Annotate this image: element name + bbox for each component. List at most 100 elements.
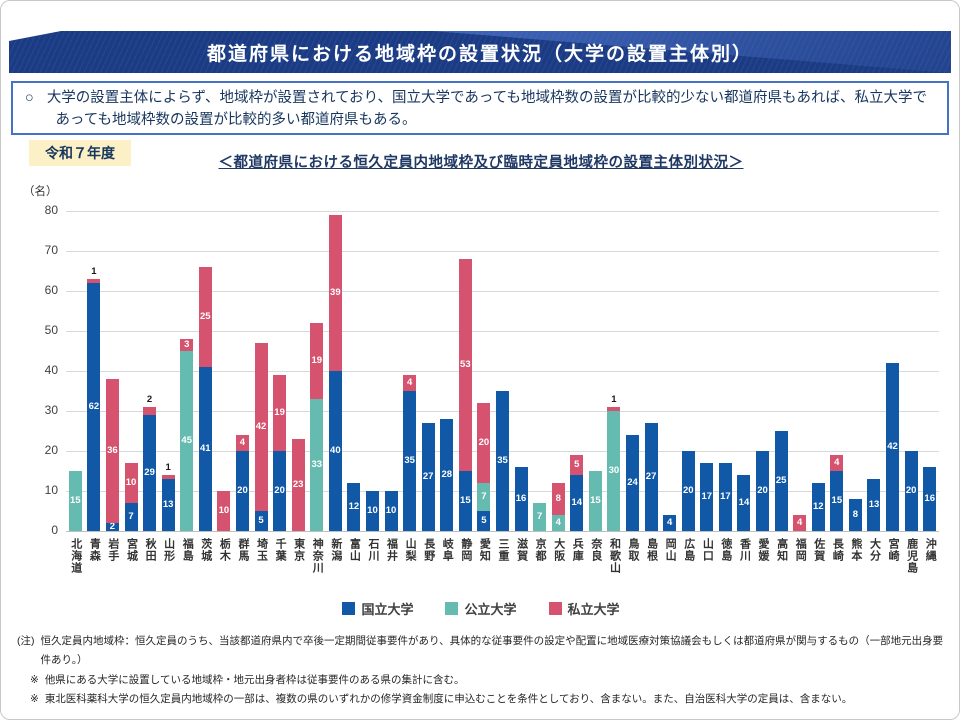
- bar-value-label-千葉-国立大学: 20: [274, 485, 285, 496]
- bar-value-label-茨城-私立大学: 25: [200, 311, 211, 322]
- bar-segment-青森-国立大学: [87, 283, 101, 531]
- year-badge: 令和７年度: [29, 140, 131, 166]
- footnote-text: 恒久定員内地域枠：恒久定員のうち、当該都道府県内で卒後一定期間従事要件があり、具…: [40, 635, 944, 667]
- x-axis-label-愛知: 愛知: [478, 538, 491, 562]
- bar-value-label-岡山-国立大学: 4: [667, 517, 673, 528]
- bar-value-label-兵庫-国立大学: 14: [571, 497, 583, 508]
- bar-value-label-群馬-国立大学: 20: [237, 485, 248, 496]
- bar-segment-宮崎-国立大学: [886, 363, 900, 531]
- bar-value-label-愛知-公立大学: 7: [481, 491, 487, 502]
- bar-segment-大阪-公立大学: [551, 515, 565, 531]
- bar-segment-滋賀-国立大学: [514, 467, 528, 531]
- bar-value-label-高知-国立大学: 25: [775, 475, 787, 486]
- bar-value-label-秋田-私立大学: 2: [146, 394, 153, 405]
- bar-segment-愛知-公立大学: [477, 483, 491, 511]
- page-title: 都道府県における地域枠の設置状況（大学の設置主体別）: [206, 43, 753, 65]
- bar-segment-山口-国立大学: [700, 463, 714, 531]
- y-tick-10: 10: [44, 483, 58, 497]
- bar-segment-山形-私立大学: [161, 475, 175, 479]
- x-axis-label-京都: 京都: [534, 538, 547, 562]
- bar-value-label-青森-国立大学: 62: [88, 401, 100, 412]
- bar-segment-愛知-国立大学: [477, 511, 491, 531]
- note-text: ○ 大学の設置主体によらず、地域枠が設置されており、国立大学であっても地域枠数の設…: [25, 88, 935, 132]
- x-axis-label-和歌山: 和歌山: [608, 538, 621, 574]
- bar-value-label-滋賀-国立大学: 16: [515, 493, 527, 504]
- y-axis-unit-label: （名）: [23, 186, 58, 198]
- y-tick-80: 80: [44, 203, 58, 217]
- bar-segment-和歌山-公立大学: [607, 411, 621, 531]
- x-axis-label-鳥取: 鳥取: [627, 538, 640, 562]
- x-axis-label-青森: 青森: [88, 538, 101, 562]
- bar-segment-群馬-私立大学: [235, 435, 249, 451]
- footnotes: (注) 恒久定員内地域枠：恒久定員のうち、当該都道府県内で卒後一定期間従事要件が…: [17, 632, 949, 710]
- bar-value-label-秋田-国立大学: 29: [144, 467, 155, 478]
- bar-value-label-富山-国立大学: 12: [348, 501, 360, 512]
- legend-item-公立大学: 公立大学: [445, 599, 517, 618]
- x-axis-label-茨城: 茨城: [199, 538, 212, 562]
- legend-label-公立大学: 公立大学: [464, 602, 517, 617]
- bar-segment-香川-国立大学: [737, 475, 751, 531]
- bar-value-label-千葉-私立大学: 19: [274, 407, 285, 418]
- bar-segment-三重-国立大学: [496, 391, 509, 531]
- bar-segment-高知-国立大学: [774, 431, 788, 531]
- bar-value-label-岩手-国立大学: 2: [109, 521, 116, 532]
- bar-segment-千葉-私立大学: [273, 375, 287, 451]
- note-body: 大学の設置主体によらず、地域枠が設置されており、国立大学であっても地域枠数の設置…: [46, 90, 927, 128]
- y-tick-30: 30: [44, 403, 58, 417]
- bar-value-label-大阪-公立大学: 4: [555, 517, 561, 528]
- bar-value-label-岩手-私立大学: 36: [107, 445, 118, 456]
- x-axis-label-香川: 香川: [738, 538, 751, 562]
- bar-segment-熊本-国立大学: [848, 499, 862, 531]
- x-axis-label-山梨: 山梨: [404, 538, 417, 562]
- footnote-row: ※ 東北医科薬科大学の恒久定員内地域枠の一部は、複数の県のいずれかの修学資金制度…: [17, 690, 949, 709]
- x-axis-label-福岡: 福岡: [794, 538, 807, 562]
- x-axis-label-群馬: 群馬: [236, 538, 249, 562]
- bar-value-label-宮城-国立大学: 7: [128, 511, 134, 522]
- bar-value-label-宮崎-国立大学: 42: [887, 441, 898, 452]
- x-axis-label-福島: 福島: [181, 538, 194, 562]
- bar-segment-岩手-国立大学: [105, 523, 119, 531]
- bar-value-label-長崎-私立大学: 4: [834, 457, 840, 468]
- bar-value-label-新潟-私立大学: 39: [330, 287, 341, 298]
- bar-segment-大分-国立大学: [867, 479, 881, 531]
- bar-value-label-徳島-国立大学: 17: [720, 491, 731, 502]
- footnote-row: ※ 他県にある大学に設置している地域枠・地元出身者枠は従事要件のある県の集計に含…: [17, 671, 949, 690]
- x-axis-label-滋賀: 滋賀: [515, 538, 528, 562]
- footnote-row: (注) 恒久定員内地域枠：恒久定員のうち、当該都道府県内で卒後一定期間従事要件が…: [17, 632, 949, 671]
- bar-value-label-山形-国立大学: 13: [162, 499, 174, 510]
- bar-value-label-新潟-国立大学: 40: [330, 445, 341, 456]
- x-axis-label-熊本: 熊本: [849, 538, 862, 562]
- bar-segment-新潟-国立大学: [328, 371, 342, 531]
- bar-segment-北海道-公立大学: [68, 471, 82, 531]
- legend-label-私立大学: 私立大学: [567, 602, 620, 617]
- bar-value-label-長野-国立大学: 27: [422, 471, 434, 482]
- x-axis-label-高知: 高知: [775, 538, 788, 562]
- bar-value-label-埼玉-国立大学: 5: [258, 515, 264, 526]
- bar-value-label-熊本-国立大学: 8: [852, 509, 859, 520]
- bar-value-label-沖縄-国立大学: 16: [924, 493, 935, 504]
- x-axis-label-岩手: 岩手: [106, 538, 119, 562]
- bar-segment-福井-国立大学: [384, 491, 398, 531]
- bar-value-label-奈良-公立大学: 15: [590, 495, 601, 506]
- gridline-70: [66, 251, 939, 252]
- x-axis-label-福井: 福井: [385, 538, 398, 562]
- note-box: ○ 大学の設置主体によらず、地域枠が設置されており、国立大学であっても地域枠数の設…: [11, 81, 949, 135]
- bar-value-label-山梨-私立大学: 4: [406, 377, 413, 388]
- x-axis-label-山形: 山形: [162, 538, 175, 562]
- bar-segment-秋田-私立大学: [143, 407, 157, 415]
- y-tick-70: 70: [44, 243, 58, 257]
- bar-value-label-福島-私立大学: 3: [184, 339, 190, 350]
- bar-value-label-京都-公立大学: 7: [536, 511, 543, 522]
- x-axis-label-広島: 広島: [682, 538, 695, 562]
- bar-segment-栃木-私立大学: [217, 491, 231, 531]
- y-tick-50: 50: [44, 323, 58, 337]
- bar-value-label-青森-私立大学: 1: [91, 266, 97, 277]
- chart-title: ＜都道府県における恒久定員内地域枠及び臨時定員地域枠の設置主体別状況＞: [218, 155, 744, 171]
- y-tick-60: 60: [44, 283, 58, 297]
- bar-segment-群馬-国立大学: [235, 451, 249, 531]
- x-axis-label-富山: 富山: [348, 538, 361, 562]
- bar-value-label-群馬-私立大学: 4: [239, 437, 246, 448]
- bar-segment-徳島-国立大学: [718, 463, 732, 531]
- bar-segment-静岡-私立大学: [458, 259, 472, 471]
